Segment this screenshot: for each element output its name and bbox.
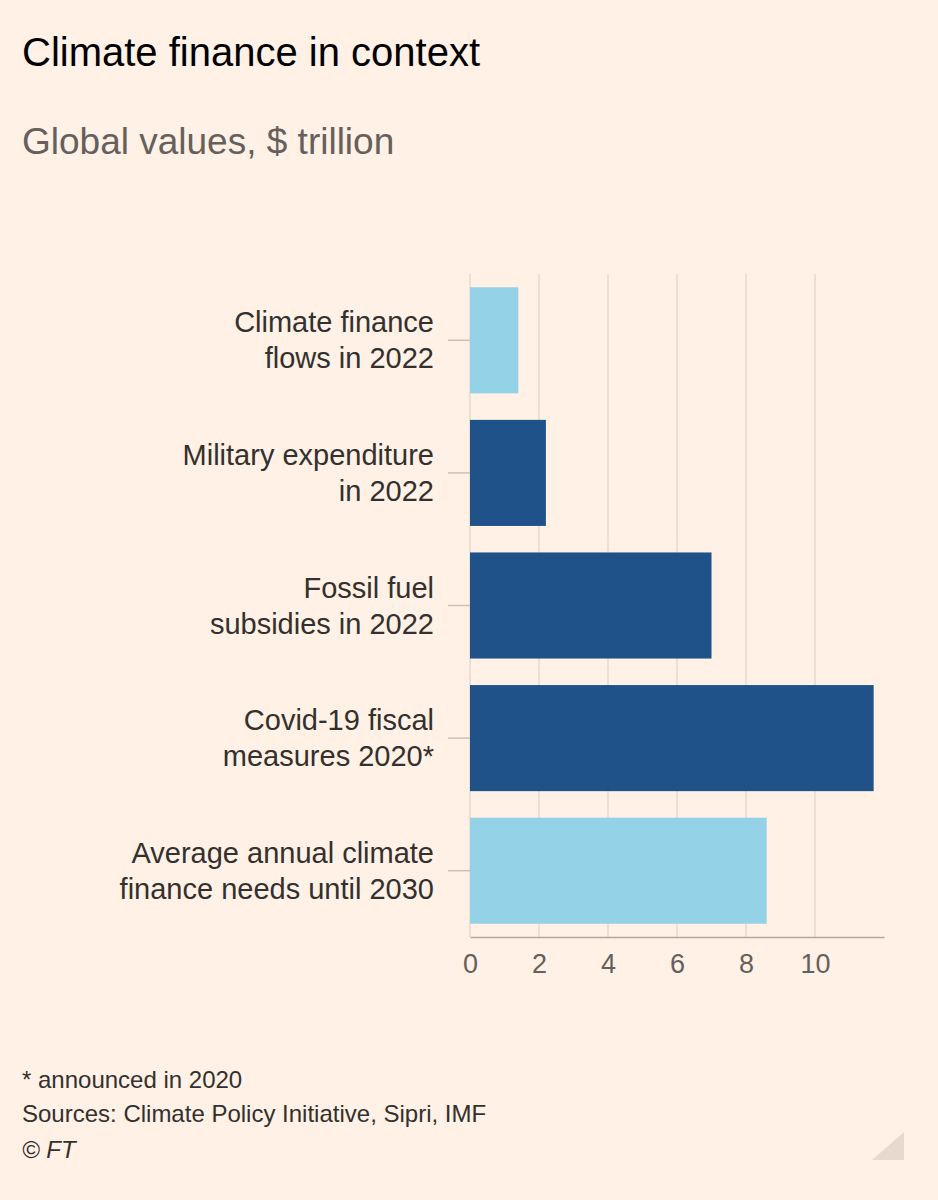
y-tick: Climate finance flows in 2022	[234, 306, 470, 374]
x-tick: 2	[532, 937, 547, 979]
category-label: Fossil fuel subsidies in 2022	[210, 572, 434, 640]
x-axis-line	[471, 937, 885, 939]
y-tick: Military expenditure in 2022	[183, 439, 470, 507]
category-label-line: in 2022	[339, 475, 434, 507]
category-label: Climate finance flows in 2022	[234, 306, 434, 374]
category-label-line: Fossil fuel	[303, 572, 434, 604]
grid	[470, 274, 815, 937]
background	[0, 0, 938, 1200]
corner-mark	[872, 1132, 904, 1160]
y-tick-mark	[448, 870, 470, 872]
x-tick-label: 0	[463, 949, 478, 979]
y-tick: Average annual climate finance needs unti…	[120, 837, 470, 905]
grid-line	[814, 274, 816, 937]
category-label-line: Covid-19 fiscal	[244, 704, 434, 736]
x-tick: 8	[739, 937, 754, 979]
bars	[470, 287, 874, 923]
category-label-line: subsidies in 2022	[210, 608, 434, 640]
category-label: Average annual climate finance needs unti…	[120, 837, 434, 905]
bar	[470, 287, 518, 393]
bar	[470, 420, 546, 526]
y-tick-mark	[448, 472, 470, 474]
y-tick-mark	[448, 737, 470, 739]
chart: Climate finance in context Global values,…	[0, 0, 938, 1200]
y-tick-mark	[448, 605, 470, 607]
y-tick: Covid-19 fiscal measures 2020*	[223, 704, 470, 772]
category-label: Covid-19 fiscal measures 2020*	[223, 704, 434, 772]
title: Climate finance in context	[22, 30, 480, 74]
bar	[470, 552, 712, 658]
category-label-line: Climate finance	[234, 306, 434, 338]
category-label-line: finance needs until 2030	[120, 873, 434, 905]
x-tick: 0	[463, 937, 478, 979]
category-label: Military expenditure in 2022	[183, 439, 434, 507]
subtitle: Global values, $ trillion	[22, 121, 394, 162]
copyright: © FT	[22, 1136, 78, 1163]
source: Sources: Climate Policy Initiative, Sipr…	[22, 1100, 486, 1127]
x-tick-label: 2	[532, 949, 547, 979]
x-axis: 0 2 4 6 8 10	[463, 937, 885, 979]
category-label-line: Military expenditure	[183, 439, 434, 471]
x-tick-label: 10	[800, 949, 830, 979]
category-label-line: Average annual climate	[131, 837, 434, 869]
y-tick: Fossil fuel subsidies in 2022	[210, 572, 470, 640]
category-label-line: measures 2020*	[223, 740, 434, 772]
x-tick-label: 6	[670, 949, 685, 979]
x-tick: 10	[800, 937, 830, 979]
y-tick-mark	[448, 340, 470, 342]
category-label-line: flows in 2022	[265, 342, 434, 374]
bar	[470, 818, 767, 924]
y-axis: Climate finance flows in 2022 Military exp…	[120, 306, 470, 904]
x-tick-label: 8	[739, 949, 754, 979]
x-tick-label: 4	[601, 949, 616, 979]
footnote: * announced in 2020	[22, 1066, 242, 1093]
x-tick: 6	[670, 937, 685, 979]
bar	[470, 685, 874, 791]
x-tick: 4	[601, 937, 616, 979]
